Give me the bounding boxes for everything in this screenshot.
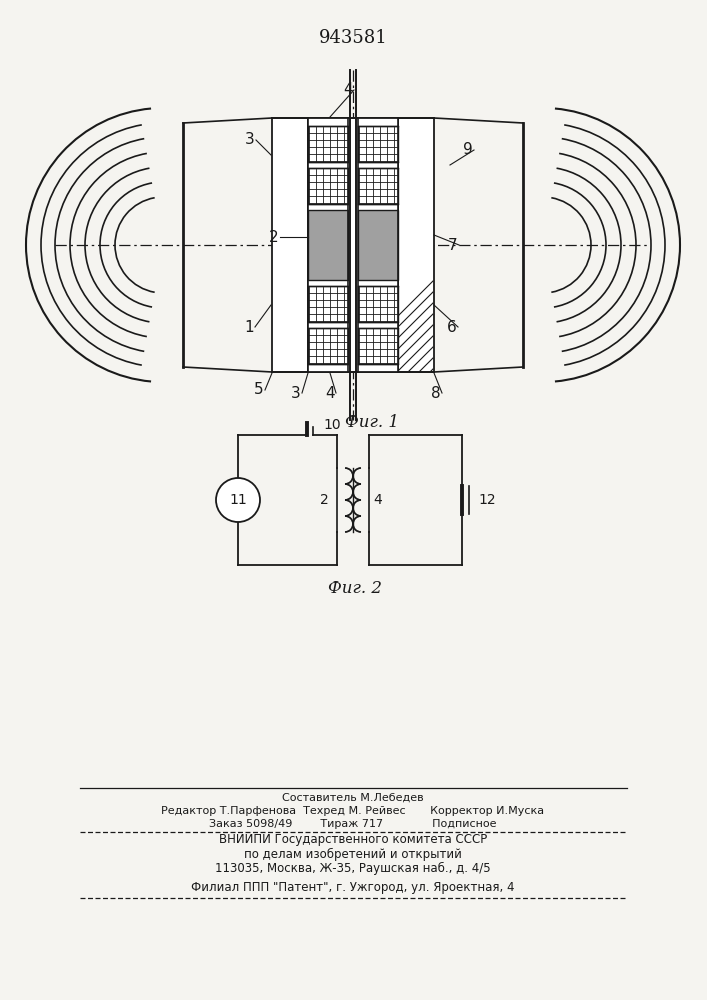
Bar bbox=[398, 118, 434, 372]
Bar bbox=[358, 328, 398, 364]
Text: 10: 10 bbox=[323, 418, 341, 432]
Text: 7: 7 bbox=[448, 237, 458, 252]
Bar bbox=[358, 286, 398, 322]
Circle shape bbox=[216, 478, 260, 522]
Text: 9: 9 bbox=[463, 142, 473, 157]
Text: Фиг. 2: Фиг. 2 bbox=[328, 580, 382, 597]
Bar bbox=[358, 126, 398, 162]
Bar bbox=[308, 328, 348, 364]
Text: 2: 2 bbox=[320, 493, 329, 507]
Bar bbox=[308, 126, 348, 162]
Text: Редактор Т.Парфенова  Техред М. Рейвес       Корректор И.Муска: Редактор Т.Парфенова Техред М. Рейвес Ко… bbox=[161, 806, 544, 816]
Text: 2: 2 bbox=[269, 230, 279, 244]
Bar bbox=[308, 210, 348, 280]
Text: 943581: 943581 bbox=[319, 29, 387, 47]
Text: 113035, Москва, Ж-35, Раушская наб., д. 4/5: 113035, Москва, Ж-35, Раушская наб., д. … bbox=[215, 861, 491, 875]
Bar bbox=[308, 168, 348, 204]
Bar bbox=[308, 118, 398, 372]
Text: 6: 6 bbox=[447, 320, 457, 334]
Bar bbox=[358, 210, 398, 280]
Bar bbox=[308, 286, 348, 322]
Text: 1: 1 bbox=[244, 320, 254, 334]
Text: 3: 3 bbox=[291, 385, 301, 400]
Text: 4: 4 bbox=[373, 493, 382, 507]
Text: 12: 12 bbox=[478, 493, 496, 507]
Bar bbox=[272, 118, 308, 372]
Text: ВНИИПИ Государственного комитета СССР: ВНИИПИ Государственного комитета СССР bbox=[219, 834, 487, 846]
Text: Составитель М.Лебедев: Составитель М.Лебедев bbox=[282, 793, 423, 803]
Text: 11: 11 bbox=[229, 493, 247, 507]
Text: по делам изобретений и открытий: по делам изобретений и открытий bbox=[244, 847, 462, 861]
Text: Филиал ППП "Патент", г. Ужгород, ул. Яроектная, 4: Филиал ППП "Патент", г. Ужгород, ул. Яро… bbox=[192, 882, 515, 894]
Text: 4: 4 bbox=[325, 385, 335, 400]
Bar bbox=[308, 118, 348, 372]
Bar bbox=[358, 118, 398, 372]
Text: 4: 4 bbox=[343, 83, 353, 98]
Text: 5: 5 bbox=[255, 382, 264, 397]
Text: 8: 8 bbox=[431, 385, 440, 400]
Text: Заказ 5098/49        Тираж 717              Подписное: Заказ 5098/49 Тираж 717 Подписное bbox=[209, 819, 497, 829]
Text: Фиг. 1: Фиг. 1 bbox=[345, 414, 399, 431]
Bar bbox=[358, 168, 398, 204]
Text: 3: 3 bbox=[245, 132, 255, 147]
